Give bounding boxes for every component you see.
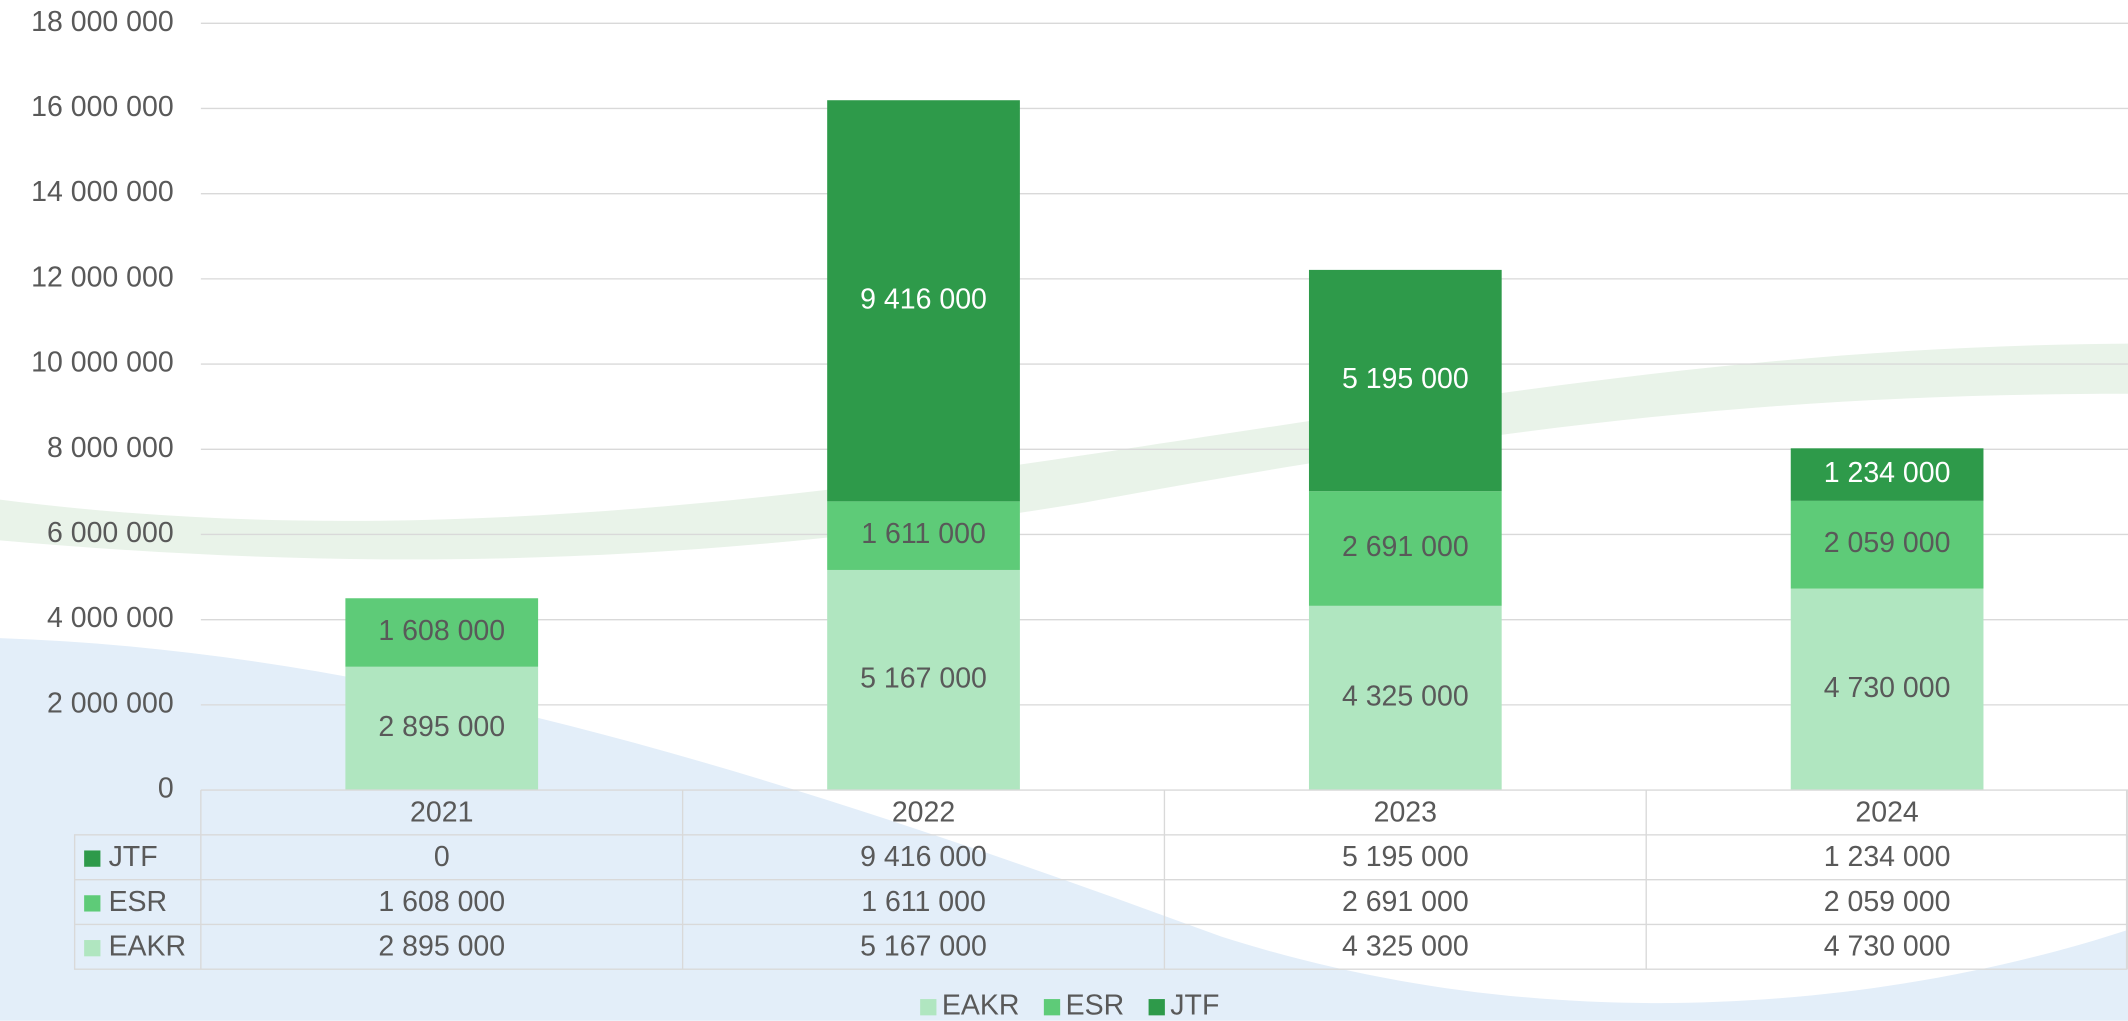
- y-tick-label: 6 000 000: [47, 517, 174, 549]
- y-tick-label: 16 000 000: [31, 91, 174, 123]
- y-tick-label: 14 000 000: [31, 176, 174, 208]
- data-label: 4 730 000: [1824, 672, 1951, 704]
- x-tick-label: 2022: [892, 796, 955, 828]
- table-cell: 5 167 000: [860, 931, 987, 963]
- table-cell: 2 691 000: [1342, 886, 1469, 918]
- legend-label: JTF: [1170, 990, 1219, 1021]
- legend-key: [1149, 999, 1165, 1015]
- data-label: 1 608 000: [378, 615, 505, 647]
- table-series-name: EAKR: [109, 931, 187, 963]
- data-label: 5 167 000: [860, 663, 987, 695]
- table-series-name: JTF: [109, 841, 158, 873]
- y-tick-label: 10 000 000: [31, 347, 174, 379]
- table-cell: 5 195 000: [1342, 841, 1469, 873]
- table-cell: 4 730 000: [1824, 931, 1951, 963]
- y-tick-label: 4 000 000: [47, 602, 174, 634]
- table-cell: 9 416 000: [860, 841, 987, 873]
- y-tick-label: 12 000 000: [31, 261, 174, 293]
- y-tick-label: 18 000 000: [31, 6, 174, 38]
- data-label: 2 691 000: [1342, 531, 1469, 563]
- legend-key: [920, 999, 936, 1015]
- table-cell: 2 895 000: [378, 931, 505, 963]
- x-tick-label: 2021: [410, 796, 473, 828]
- data-label: 2 059 000: [1824, 527, 1951, 559]
- data-label: 2 895 000: [378, 711, 505, 743]
- x-tick-label: 2023: [1374, 796, 1437, 828]
- table-cell: 1 234 000: [1824, 841, 1951, 873]
- x-tick-label: 2024: [1855, 796, 1918, 828]
- data-label: 5 195 000: [1342, 363, 1469, 395]
- table-legend-key: [84, 895, 100, 911]
- data-label: 4 325 000: [1342, 680, 1469, 712]
- y-tick-label: 8 000 000: [47, 432, 174, 464]
- legend-label: EAKR: [942, 990, 1020, 1021]
- table-legend-key: [84, 850, 100, 866]
- table-series-name: ESR: [109, 886, 168, 918]
- table-cell: 2 059 000: [1824, 886, 1951, 918]
- y-tick-label: 2 000 000: [47, 687, 174, 719]
- data-label: 1 611 000: [861, 518, 986, 550]
- legend-label: ESR: [1066, 990, 1125, 1021]
- data-label: 9 416 000: [860, 283, 987, 315]
- table-cell: 0: [434, 841, 450, 873]
- legend-key: [1044, 999, 1060, 1015]
- table-cell: 4 325 000: [1342, 931, 1469, 963]
- table-cell: 1 608 000: [378, 886, 505, 918]
- table-cell: 1 611 000: [861, 886, 986, 918]
- y-tick-label: 0: [158, 773, 174, 805]
- chart: 0 2 000 000 4 000 000 6 000 000 8 000 000 10 …: [0, 0, 2128, 1021]
- page: {"chart_data": {"type": "stacked-bar", "…: [0, 0, 2128, 1021]
- table-legend-key: [84, 940, 100, 956]
- data-label: 1 234 000: [1824, 457, 1951, 489]
